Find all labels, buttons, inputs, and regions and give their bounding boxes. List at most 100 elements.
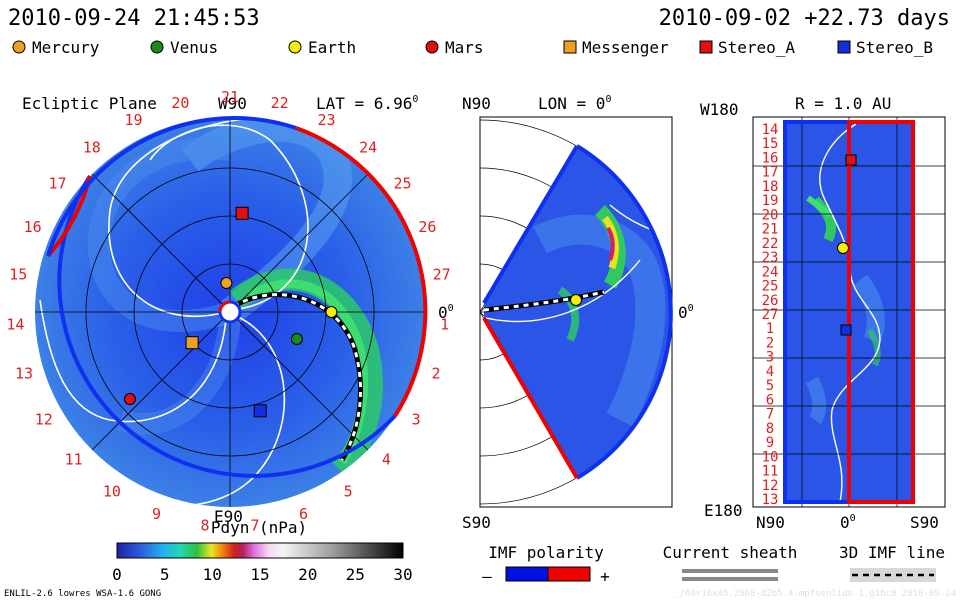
messenger-body-marker [185,336,199,350]
radial-row-label: 5 [766,378,774,394]
rotation-label: 25 [393,175,411,193]
legend-mercury: Mercury [12,38,100,57]
radial-row-label: 25 [762,279,779,295]
mars-marker-icon [425,40,439,54]
radial-x-left: N90 [756,513,785,532]
radial-row-label: 14 [762,122,779,138]
current-sheath-label: Current sheath [663,543,798,562]
current-sheath-legend: Current sheath [663,543,798,581]
radial-row-label: 1 [766,321,774,337]
radial-row-label: 17 [762,165,779,181]
mercury-marker-icon [12,40,26,54]
radial-row-label: 12 [762,478,779,494]
rotation-label: 8 [200,517,209,535]
earth-marker-icon [288,40,302,54]
venus-body-marker [290,333,303,345]
rotation-label: 19 [124,111,142,129]
colorbar-tick-label: 20 [298,565,317,584]
ecliptic-boundary-positive [295,126,428,418]
radial-stereo-a-marker [845,154,857,166]
colorbar-label: Pdyn (nPa) [211,518,307,537]
meridional-bottom-label: S90 [462,513,491,532]
colorbar-tick-label: 0 [112,565,122,584]
radial-row-label: 19 [762,193,779,209]
ecliptic-bodies [123,206,338,418]
legend-label: Venus [170,38,218,57]
radial-row-label: 16 [762,151,779,167]
rotation-label: 13 [15,365,33,383]
radial-row-label: 6 [766,392,774,408]
imf-3d-legend: 3D IMF line [839,543,945,582]
colorbar-tick-label: 25 [346,565,365,584]
radial-r-label: R = 1.0 AU [795,94,891,113]
rotation-label: 11 [65,451,83,469]
rotation-label: 10 [103,483,121,501]
meridional-right-label: 00 [678,303,694,322]
rotation-label: 27 [433,266,451,284]
imf-positive-swatch [547,566,591,582]
rotation-label: 21 [221,88,239,106]
radial-row-label: 27 [762,307,779,323]
messenger-marker-icon [563,40,577,54]
imf-polarity-legend: IMF polarity – + [482,543,610,586]
rotation-label: 22 [271,94,289,112]
radial-stereo-b-marker [840,324,852,336]
ecliptic-boundary-negative [57,174,397,478]
colorbar-gradient [116,542,404,559]
model-label: ENLIL-2.6 lowres WSA-1.6 GONG [4,589,161,599]
run-id-label: _/64r16x45.2068-d2b5.4-mpfsenlide-1.g1bc… [674,589,956,599]
radial-row-label: 23 [762,250,779,266]
radial-bottom-label: E180 [704,501,743,520]
radial-row-label: 9 [766,435,774,451]
meridional-panel: N90 LON = 00 S90 00 [462,94,694,532]
mercury-body-marker [220,277,233,289]
rotation-label: 20 [171,94,189,112]
legend-messenger: Messenger [563,38,669,57]
rotation-label: 1 [440,316,449,334]
rotation-label: 16 [24,218,42,236]
radial-row-label: 13 [762,492,779,508]
radial-row-label: 10 [762,449,779,465]
legend-earth: Earth [288,38,356,57]
imf-polarity-label: IMF polarity [488,543,604,562]
radial-row-label: 21 [762,222,779,238]
radial-x-mid: 00 [840,513,856,532]
rotation-label: 26 [418,218,436,236]
radial-row-labels: 1415161718192021222324252627123456789101… [762,122,779,508]
radial-top-label: W180 [700,100,739,119]
rotation-label: 6 [299,505,308,523]
rotation-label: 24 [359,138,377,156]
radial-earth-marker [837,242,849,254]
imf-3d-label: 3D IMF line [839,543,945,562]
colorbar-ticks: 0 5 10 15 20 25 30 [112,565,412,584]
legend-stereo-a: Stereo_A [699,38,795,57]
radial-row-label: 18 [762,179,779,195]
venus-marker-icon [150,40,164,54]
rotation-label: 2 [431,365,440,383]
rotation-label: 5 [344,483,353,501]
rotation-label: 3 [412,411,421,429]
ecliptic-title: Ecliptic Plane [22,94,157,113]
meridional-top-label: N90 [462,94,491,113]
rotation-label: 17 [48,175,66,193]
colorbar-tick-label: 5 [160,565,170,584]
radial-row-label: 15 [762,136,779,152]
radial-row-label: 20 [762,207,779,223]
radial-row-label: 24 [762,264,779,280]
ecliptic-top-label: W90 [218,94,247,113]
imf-plus-label: + [600,567,610,586]
radial-x-right: S90 [910,513,939,532]
legend-label: Stereo_A [718,38,795,57]
radial-row-label: 11 [762,464,779,480]
stereo-b-body-marker [253,404,267,418]
stereo-a-body-marker [235,206,249,220]
rotation-label: 23 [317,111,335,129]
legend-label: Messenger [582,38,669,57]
rotation-label: 15 [9,266,27,284]
radial-row-label: 22 [762,236,779,252]
imf-minus-label: – [482,567,492,586]
ecliptic-panel: Ecliptic Plane LAT = 6.960 W90 E90 00 [6,88,453,535]
ecliptic-right-label: 00 [438,303,454,322]
